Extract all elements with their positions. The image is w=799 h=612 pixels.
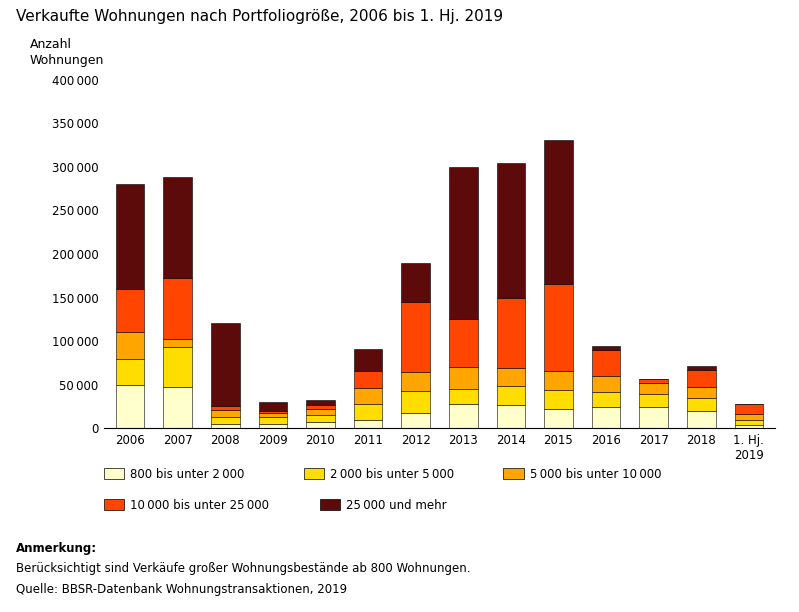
Bar: [639, 406, 668, 428]
Bar: [259, 402, 287, 411]
Bar: [544, 390, 573, 409]
Bar: [734, 420, 763, 425]
Bar: [211, 417, 240, 424]
Bar: [496, 405, 525, 428]
Bar: [734, 404, 763, 414]
Bar: [401, 263, 430, 302]
Text: Berücksichtigt sind Verkäufe großer Wohnungsbestände ab 800 Wohnungen.: Berücksichtigt sind Verkäufe großer Wohn…: [16, 562, 471, 575]
Bar: [259, 411, 287, 412]
Bar: [163, 347, 192, 387]
Bar: [211, 323, 240, 406]
Bar: [449, 319, 478, 367]
Bar: [354, 349, 383, 371]
Bar: [544, 371, 573, 390]
Text: 25 000 und mehr: 25 000 und mehr: [346, 499, 447, 512]
Bar: [401, 412, 430, 428]
Bar: [687, 398, 716, 411]
Bar: [116, 332, 145, 359]
Bar: [116, 289, 145, 332]
Text: 800 bis unter 2 000: 800 bis unter 2 000: [130, 468, 244, 482]
Bar: [592, 350, 620, 376]
Bar: [163, 177, 192, 277]
Bar: [544, 283, 573, 371]
Bar: [592, 408, 620, 428]
Bar: [449, 367, 478, 389]
Bar: [116, 184, 145, 289]
Bar: [639, 383, 668, 394]
Bar: [496, 368, 525, 386]
Text: 5 000 bis unter 10 000: 5 000 bis unter 10 000: [530, 468, 662, 482]
Bar: [116, 359, 145, 385]
Bar: [163, 387, 192, 428]
Bar: [259, 424, 287, 428]
Bar: [401, 371, 430, 391]
Bar: [496, 299, 525, 368]
Bar: [449, 167, 478, 319]
Bar: [449, 404, 478, 428]
Bar: [687, 411, 716, 428]
Text: 2 000 bis unter 5 000: 2 000 bis unter 5 000: [330, 468, 455, 482]
Bar: [354, 404, 383, 420]
Bar: [401, 391, 430, 412]
Bar: [259, 417, 287, 424]
Bar: [211, 410, 240, 417]
Bar: [639, 379, 668, 383]
Bar: [354, 420, 383, 428]
Bar: [687, 365, 716, 370]
Bar: [306, 422, 335, 428]
Bar: [639, 394, 668, 406]
Bar: [354, 371, 383, 388]
Bar: [211, 424, 240, 428]
Bar: [306, 400, 335, 405]
Bar: [592, 346, 620, 350]
Bar: [116, 385, 145, 428]
Bar: [687, 387, 716, 398]
Bar: [259, 412, 287, 417]
Bar: [496, 386, 525, 405]
Text: Anzahl
Wohnungen: Anzahl Wohnungen: [30, 38, 105, 67]
Bar: [544, 140, 573, 283]
Bar: [496, 163, 525, 299]
Bar: [734, 414, 763, 420]
Bar: [163, 338, 192, 347]
Bar: [544, 409, 573, 428]
Bar: [306, 409, 335, 416]
Bar: [163, 277, 192, 338]
Text: Verkaufte Wohnungen nach Portfoliogröße, 2006 bis 1. Hj. 2019: Verkaufte Wohnungen nach Portfoliogröße,…: [16, 9, 503, 24]
Text: Anmerkung:: Anmerkung:: [16, 542, 97, 554]
Bar: [306, 416, 335, 422]
Bar: [401, 302, 430, 371]
Bar: [211, 406, 240, 410]
Bar: [734, 425, 763, 428]
Bar: [592, 392, 620, 408]
Bar: [592, 376, 620, 392]
Text: 10 000 bis unter 25 000: 10 000 bis unter 25 000: [130, 499, 269, 512]
Bar: [449, 389, 478, 404]
Bar: [306, 405, 335, 409]
Bar: [354, 388, 383, 404]
Text: Quelle: BBSR-Datenbank Wohnungstransaktionen, 2019: Quelle: BBSR-Datenbank Wohnungstransakti…: [16, 583, 347, 595]
Bar: [687, 370, 716, 387]
